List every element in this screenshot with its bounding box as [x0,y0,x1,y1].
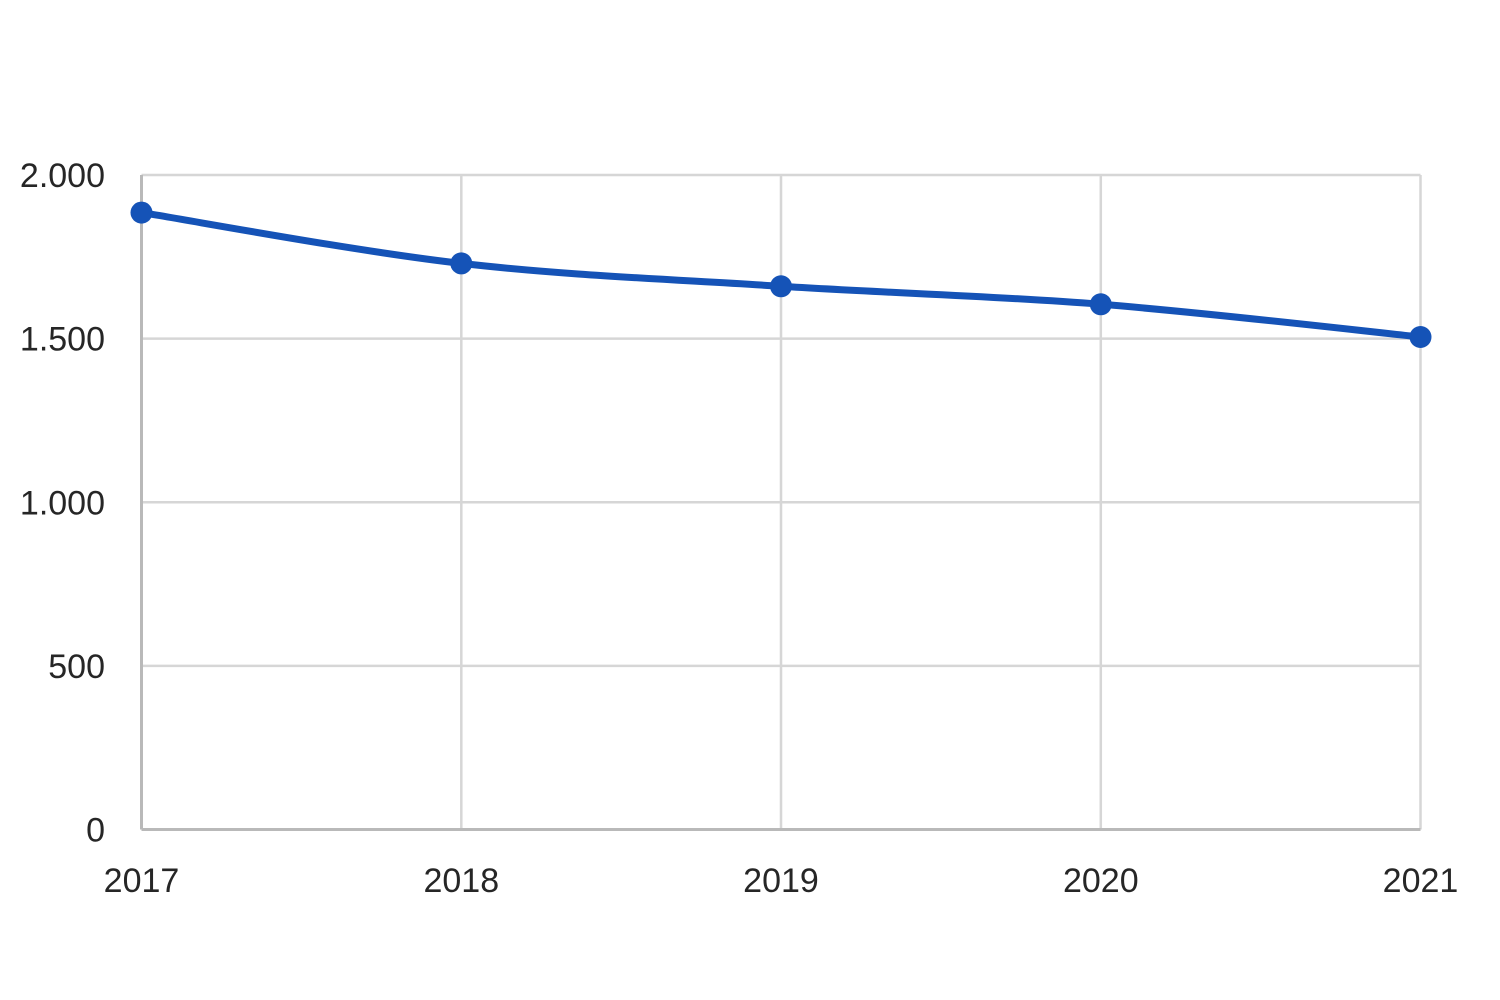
x-tick-label: 2021 [1383,862,1459,900]
x-tick-label: 2018 [423,862,499,900]
data-point-marker [770,275,792,298]
x-tick-label: 2017 [104,862,180,900]
x-tick-label: 2020 [1063,862,1139,900]
y-tick-label: 1.000 [20,484,105,522]
data-point-marker [1409,326,1432,348]
y-tick-label: 1.500 [20,321,105,359]
data-point-marker [1089,293,1112,316]
x-tick-label: 2019 [743,862,819,900]
y-tick-label: 500 [48,648,105,686]
y-tick-label: 0 [86,812,105,850]
data-point-marker [450,252,473,275]
y-tick-label: 2.000 [20,157,105,195]
data-point-marker [130,201,153,224]
